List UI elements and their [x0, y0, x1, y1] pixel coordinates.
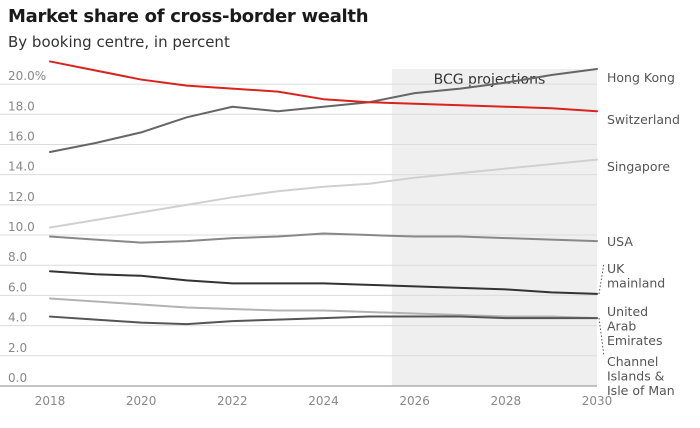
- y-tick-label: 2.0: [8, 341, 27, 355]
- y-tick-label: 6.0: [8, 280, 27, 294]
- series-label-line: Hong Kong: [607, 70, 675, 85]
- series-label-line: USA: [607, 234, 633, 249]
- y-tick-label: 20.0%: [8, 69, 46, 83]
- series-label-line: Switzerland: [607, 112, 680, 127]
- gridlines: [0, 83, 597, 387]
- series-line-usa: [49, 232, 598, 244]
- series-line-hong-kong: [49, 68, 598, 154]
- leader-line: [598, 262, 605, 294]
- chart-subtitle: By booking centre, in percent: [8, 33, 230, 51]
- label-leader-lines: [598, 262, 605, 357]
- y-tick-label: 18.0: [8, 99, 35, 113]
- projection-region: BCG projections: [391, 69, 597, 386]
- y-axis-tick-labels: 0.0 2.0 4.0 6.0 8.0 10.0 12.0 14.0 16.0 18.0 20.0%: [8, 69, 46, 385]
- series-line-switzerland: [49, 60, 598, 113]
- series-labels: Hong Kong Switzerland Singapore USA UKmainla…: [607, 70, 680, 398]
- projection-band: [391, 69, 597, 386]
- series-label-line: UK: [607, 261, 625, 276]
- series-label-line: Islands &: [607, 369, 665, 384]
- x-tick-label: 2018: [35, 394, 66, 408]
- series-label-line: Channel: [607, 354, 658, 369]
- series-lines: [49, 60, 598, 326]
- x-tick-label: 2028: [491, 394, 522, 408]
- series-label-line: Arab: [607, 319, 636, 334]
- series-label-line: Singapore: [607, 159, 670, 174]
- x-axis-tick-labels: 2018 2020 2022 2024 2026 2028 2030: [35, 394, 613, 408]
- y-tick-label: 8.0: [8, 250, 27, 264]
- series-line-uk-mainland: [49, 270, 598, 295]
- y-tick-label: 10.0: [8, 220, 35, 234]
- series-line-united-arab-emirates: [49, 297, 598, 320]
- chart-title: Market share of cross-border wealth: [8, 6, 369, 27]
- series-line-channel-islands-and-isle-of-man: [49, 315, 598, 326]
- series-label-hong-kong: Hong Kong: [607, 70, 675, 85]
- y-tick-label: 4.0: [8, 311, 27, 325]
- series-label-singapore: Singapore: [607, 159, 670, 174]
- y-tick-label: 14.0: [8, 160, 35, 174]
- leader-line: [598, 318, 605, 357]
- x-tick-label: 2020: [126, 394, 157, 408]
- x-tick-label: 2024: [308, 394, 339, 408]
- x-tick-label: 2026: [399, 394, 430, 408]
- series-label-line: United: [607, 304, 648, 319]
- x-tick-label: 2022: [217, 394, 248, 408]
- series-label-switzerland: Switzerland: [607, 112, 680, 127]
- x-tick-label: 2030: [582, 394, 613, 408]
- y-tick-label: 16.0: [8, 129, 35, 143]
- series-label-line: Emirates: [607, 333, 662, 348]
- series-label-usa: USA: [607, 234, 633, 249]
- series-label-line: Isle of Man: [607, 383, 675, 398]
- series-line-singapore: [49, 158, 598, 229]
- series-label-line: mainland: [607, 276, 665, 291]
- y-tick-label: 0.0: [8, 371, 27, 385]
- y-tick-label: 12.0: [8, 190, 35, 204]
